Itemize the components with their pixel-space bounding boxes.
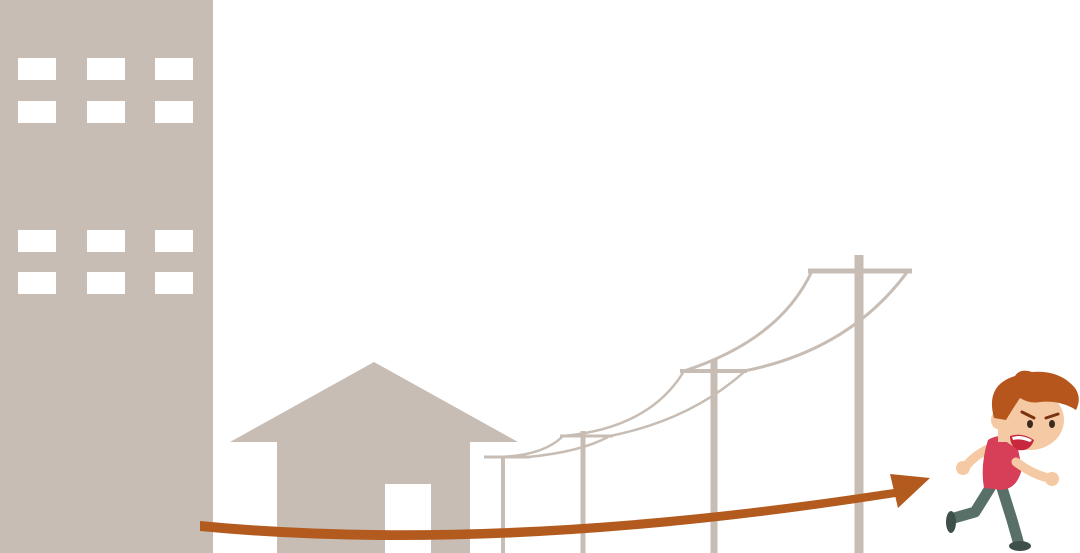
window (18, 230, 56, 252)
power-wire (609, 371, 745, 438)
boy-hair (991, 370, 1079, 420)
window (18, 101, 56, 123)
window (18, 58, 56, 80)
power-wire (562, 370, 686, 438)
window (87, 101, 125, 123)
arrow-shaft (200, 488, 902, 541)
motion-arrow (200, 474, 930, 541)
arrow-head (890, 474, 930, 508)
boy-eye (1049, 420, 1055, 428)
house-roof (230, 362, 518, 442)
boy-teeth (1012, 436, 1032, 442)
boy-front-arm (1011, 457, 1053, 483)
boy-shirt (982, 436, 1022, 490)
window (155, 58, 193, 80)
window (155, 101, 193, 123)
boy-eyebrow (1044, 412, 1060, 420)
window (87, 58, 125, 80)
window (18, 272, 56, 294)
boy-front-hand (1045, 472, 1059, 486)
power-wire (683, 270, 814, 373)
house (230, 362, 518, 553)
running-boy (946, 370, 1079, 551)
tall-building (0, 0, 213, 553)
power-poles (484, 255, 912, 553)
boy-back-shoe (946, 511, 956, 533)
window (155, 272, 193, 294)
power-wire (487, 436, 563, 459)
boy-back-leg (948, 482, 996, 524)
boy-back-hand (956, 461, 970, 475)
window (155, 230, 193, 252)
building-windows (18, 58, 193, 294)
window (87, 230, 125, 252)
boy-front-shoe (1009, 541, 1031, 551)
boy-front-leg (996, 482, 1024, 547)
window (87, 272, 125, 294)
boy-eyebrow (1020, 410, 1036, 420)
power-wire (527, 435, 609, 459)
boy-eye (1027, 420, 1033, 428)
power-wire (743, 270, 910, 373)
house-door (385, 484, 431, 553)
